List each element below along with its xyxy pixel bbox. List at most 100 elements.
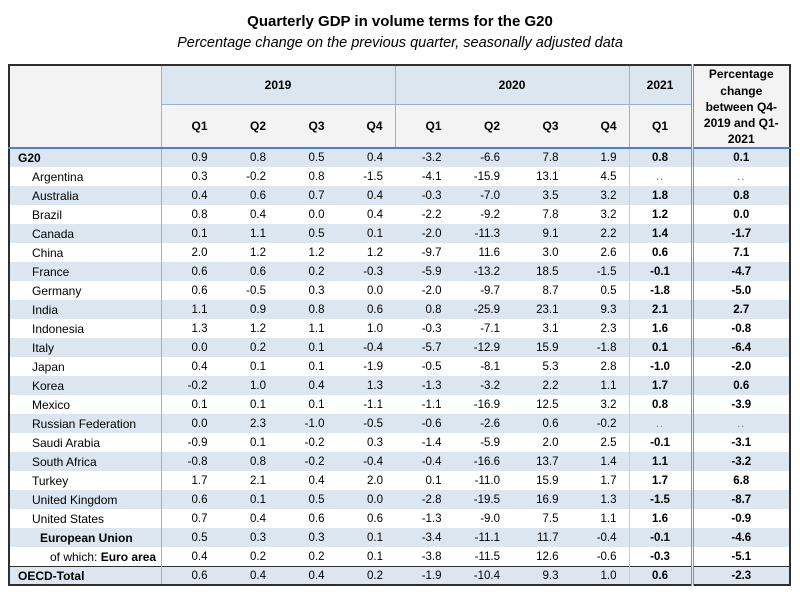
gdp-value-cell: 0.2: [278, 262, 337, 282]
gdp-value-cell: -3.2: [453, 376, 513, 396]
gdp-value-cell: 9.3: [570, 300, 630, 320]
gdp-value-cell: -1.3: [421, 512, 442, 525]
gdp-value-cell: 3.0: [542, 246, 559, 259]
gdp-value-cell: 1.3: [191, 322, 208, 335]
gdp-value-cell: 0.3: [278, 528, 337, 548]
row-label: France: [9, 262, 162, 282]
gdp-value-cell: 0.5: [278, 224, 337, 244]
gdp-value-cell: -0.2: [570, 414, 630, 434]
table-row: Turkey 1.7 2.1 0.4 2.0 0.1 -11.0 15.9 1.7 1.7 6.8: [9, 471, 791, 491]
row-label-text: Canada: [32, 226, 75, 241]
row-label: South Africa: [9, 452, 162, 472]
gdp-value-cell: 7.8: [512, 147, 571, 168]
gdp-value-cell: -4.6: [690, 528, 791, 548]
gdp-value-cell: 2.8: [600, 360, 617, 373]
gdp-value-cell: 1.4: [628, 224, 693, 244]
gdp-value-cell: 1.1: [570, 376, 630, 396]
gdp-value-cell: -13.2: [453, 262, 513, 282]
gdp-value-cell: 13.7: [512, 452, 571, 472]
gdp-value-cell: -2.8: [395, 490, 454, 510]
table-row: South Africa -0.8 0.8 -0.2 -0.4 -0.4 -16.6 13.7…: [9, 452, 791, 472]
gdp-value-cell: -5.7: [395, 338, 454, 358]
gdp-value-cell: ..: [628, 414, 693, 434]
gdp-value-cell: -0.2: [304, 436, 325, 449]
table-row: of which: Euro area 0.4 0.2 0.2 0.1 -3.8 -11.5…: [9, 547, 791, 567]
gdp-value-cell: 9.3: [512, 565, 571, 586]
gdp-value-cell: -5.0: [690, 281, 791, 301]
gdp-value-cell: ..: [690, 167, 791, 187]
gdp-value-cell: 0.7: [278, 186, 337, 206]
gdp-value-cell: 0.4: [250, 208, 266, 221]
gdp-value-cell: -1.5: [570, 262, 630, 282]
gdp-value-cell: 0.7: [191, 512, 208, 525]
gdp-value-cell: 0.2: [336, 565, 396, 586]
gdp-value-cell: 1.3: [336, 376, 396, 396]
gdp-value-cell: -9.7: [421, 246, 442, 259]
gdp-value-cell: -0.8: [690, 319, 791, 339]
gdp-value-cell: -16.9: [473, 398, 501, 411]
gdp-value-cell: -0.5: [421, 360, 442, 373]
gdp-value-cell: 1.2: [628, 205, 693, 225]
gdp-value-cell: -0.3: [421, 322, 442, 335]
table-row: India 1.1 0.9 0.8 0.6 0.8 -25.9 23.1 9.3 2.1 2.7: [9, 300, 791, 320]
gdp-value-cell: 2.1: [250, 474, 266, 487]
gdp-value-cell: 0.8: [395, 300, 454, 320]
gdp-value-cell: 0.6: [219, 262, 278, 282]
row-label-text: France: [32, 264, 70, 279]
gdp-value-cell: 0.4: [219, 565, 278, 586]
quarter-header: Q1: [628, 104, 693, 149]
quarter-header: Q2: [219, 104, 278, 149]
gdp-value-cell: 7.8: [542, 208, 559, 221]
gdp-value-cell: -3.9: [690, 395, 791, 415]
gdp-value-cell: 4.5: [600, 170, 617, 183]
gdp-value-cell: 1.7: [628, 471, 693, 491]
gdp-value-cell: 1.0: [219, 376, 278, 396]
gdp-value-cell: 0.5: [161, 528, 220, 548]
table-row: Russian Federation 0.0 2.3 -1.0 -0.5 -0.6 -2.6…: [9, 414, 791, 434]
row-label: Indonesia: [9, 319, 162, 339]
row-label: India: [9, 300, 162, 320]
table-row: France 0.6 0.6 0.2 -0.3 -5.9 -13.2 18.5 -1.5 -0.1…: [9, 262, 791, 282]
gdp-value-cell: 1.9: [570, 147, 630, 168]
gdp-value-cell: 7.1: [690, 243, 791, 263]
gdp-value-cell: 0.1: [219, 490, 278, 510]
table-row: Australia 0.4 0.6 0.7 0.4 -0.3 -7.0 3.5 3.2 1.8 0.…: [9, 186, 791, 206]
table-row: China 2.0 1.2 1.2 1.2 -9.7 11.6 3.0 2.6 0.6 7.1: [9, 243, 791, 263]
gdp-value-cell: 0.4: [367, 208, 384, 221]
gdp-value-cell: 11.6: [478, 246, 501, 259]
gdp-value-cell: 1.1: [600, 512, 617, 525]
row-label-text: Australia: [32, 188, 79, 203]
year-header-2019: 2019: [161, 65, 396, 105]
gdp-value-cell: -1.8: [570, 338, 630, 358]
gdp-value-cell: -0.2: [161, 376, 220, 396]
table-row: Italy 0.0 0.2 0.1 -0.4 -5.7 -12.9 15.9 -1.8 0.1 -6…: [9, 338, 791, 358]
gdp-value-cell: -0.1: [628, 528, 693, 548]
page-title: Quarterly GDP in volume terms for the G2…: [247, 13, 553, 30]
gdp-value-cell: 0.6: [628, 565, 693, 586]
row-label: of which: Euro area: [9, 547, 162, 567]
gdp-value-cell: -0.3: [395, 186, 454, 206]
row-label: Australia: [9, 186, 162, 206]
gdp-value-cell: 0.0: [161, 414, 220, 434]
gdp-value-cell: -3.2: [395, 147, 454, 168]
gdp-value-cell: 0.8: [191, 208, 208, 221]
gdp-value-cell: 0.1: [336, 224, 396, 244]
gdp-value-cell: -0.4: [395, 452, 454, 472]
gdp-value-cell: -8.7: [690, 490, 791, 510]
gdp-value-cell: 0.6: [336, 300, 396, 320]
row-label: Germany: [9, 281, 162, 301]
gdp-value-cell: -2.0: [421, 284, 442, 297]
gdp-value-cell: -11.3: [453, 224, 513, 244]
gdp-value-cell: -16.6: [453, 452, 513, 472]
gdp-value-cell: 2.7: [690, 300, 791, 320]
gdp-value-cell: 0.8: [278, 300, 337, 320]
row-label: Brazil: [9, 205, 162, 225]
table-row: Japan 0.4 0.1 0.1 -1.9 -0.5 -8.1 5.3 2.8 -1.0 -2.0: [9, 357, 791, 377]
gdp-value-cell: -3.8: [421, 550, 442, 563]
row-label: Italy: [9, 338, 162, 358]
gdp-value-cell: -2.0: [690, 357, 791, 377]
gdp-value-cell: 0.1: [308, 360, 325, 373]
gdp-value-cell: 0.0: [336, 490, 396, 510]
quarter-header: Q3: [512, 104, 571, 149]
row-label-text: European Union: [40, 530, 133, 545]
